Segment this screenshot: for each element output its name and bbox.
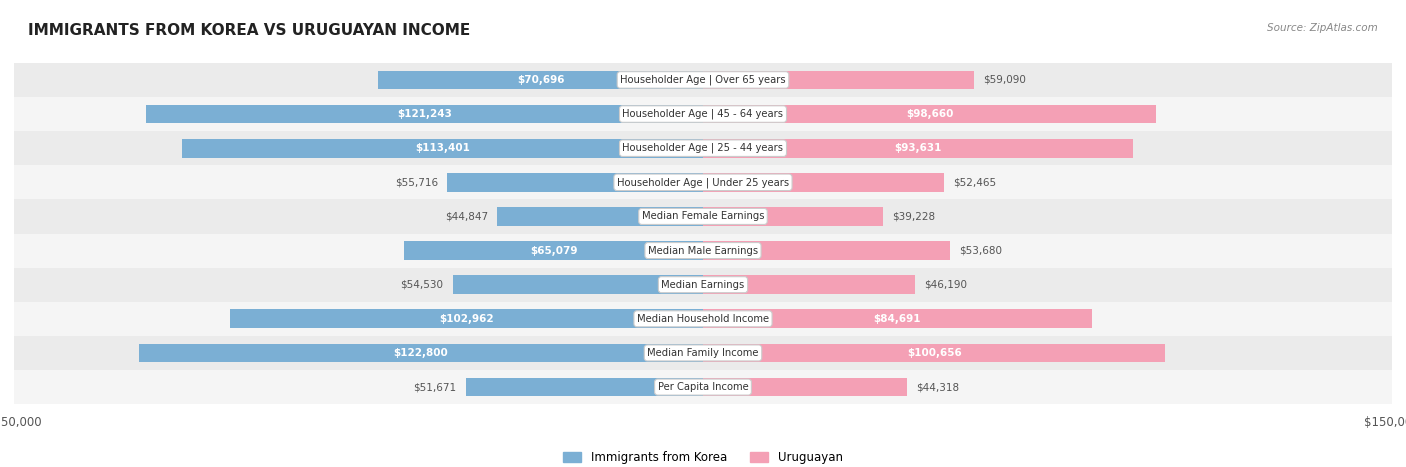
Bar (404, 241, 703, 260)
Bar (231, 310, 703, 328)
Bar (14, 234, 1392, 268)
Text: $70,696: $70,696 (517, 75, 564, 85)
Text: $100,656: $100,656 (907, 348, 962, 358)
Bar (703, 241, 949, 260)
Text: $55,716: $55,716 (395, 177, 437, 187)
Text: $54,530: $54,530 (401, 280, 443, 290)
Bar (703, 207, 883, 226)
Bar (14, 131, 1392, 165)
Text: Per Capita Income: Per Capita Income (658, 382, 748, 392)
Bar (703, 105, 1156, 123)
Bar (139, 344, 703, 362)
Text: Median Household Income: Median Household Income (637, 314, 769, 324)
Bar (465, 378, 703, 396)
Text: Median Family Income: Median Family Income (647, 348, 759, 358)
Bar (14, 336, 1392, 370)
Bar (14, 268, 1392, 302)
Bar (703, 276, 915, 294)
Text: $53,680: $53,680 (959, 246, 1001, 255)
Bar (453, 276, 703, 294)
Bar (447, 173, 703, 191)
Text: $122,800: $122,800 (394, 348, 449, 358)
Text: $44,318: $44,318 (915, 382, 959, 392)
Bar (14, 97, 1392, 131)
Bar (703, 344, 1166, 362)
Text: $44,847: $44,847 (444, 212, 488, 221)
Text: Median Earnings: Median Earnings (661, 280, 745, 290)
Bar (14, 63, 1392, 97)
Text: $113,401: $113,401 (415, 143, 470, 153)
Text: $52,465: $52,465 (953, 177, 997, 187)
Text: $102,962: $102,962 (439, 314, 494, 324)
Bar (14, 302, 1392, 336)
Text: IMMIGRANTS FROM KOREA VS URUGUAYAN INCOME: IMMIGRANTS FROM KOREA VS URUGUAYAN INCOM… (28, 23, 471, 38)
Bar (14, 199, 1392, 234)
Bar (703, 139, 1133, 157)
Bar (378, 71, 703, 89)
Bar (703, 71, 974, 89)
Bar (14, 370, 1392, 404)
Text: Source: ZipAtlas.com: Source: ZipAtlas.com (1267, 23, 1378, 33)
Text: Median Female Earnings: Median Female Earnings (641, 212, 765, 221)
Text: $84,691: $84,691 (873, 314, 921, 324)
Bar (703, 173, 943, 191)
Bar (14, 165, 1392, 199)
Text: $65,079: $65,079 (530, 246, 578, 255)
Bar (703, 378, 907, 396)
Text: Householder Age | Under 25 years: Householder Age | Under 25 years (617, 177, 789, 188)
Text: Householder Age | Over 65 years: Householder Age | Over 65 years (620, 75, 786, 85)
Text: $39,228: $39,228 (893, 212, 935, 221)
Text: $121,243: $121,243 (396, 109, 451, 119)
Bar (146, 105, 703, 123)
Bar (496, 207, 703, 226)
Text: Householder Age | 45 - 64 years: Householder Age | 45 - 64 years (623, 109, 783, 119)
Text: $46,190: $46,190 (924, 280, 967, 290)
Text: $59,090: $59,090 (984, 75, 1026, 85)
Text: $93,631: $93,631 (894, 143, 942, 153)
Bar (703, 310, 1092, 328)
Legend: Immigrants from Korea, Uruguayan: Immigrants from Korea, Uruguayan (558, 446, 848, 467)
Bar (183, 139, 703, 157)
Text: $98,660: $98,660 (905, 109, 953, 119)
Text: Householder Age | 25 - 44 years: Householder Age | 25 - 44 years (623, 143, 783, 154)
Text: Median Male Earnings: Median Male Earnings (648, 246, 758, 255)
Text: $51,671: $51,671 (413, 382, 457, 392)
